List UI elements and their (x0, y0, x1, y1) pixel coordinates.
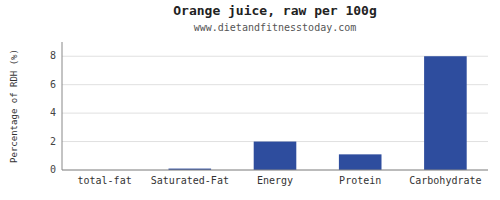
chart-svg: 0 2 4 6 8 total-fat Saturated-Fat Energy Protein… (0, 0, 500, 200)
y-tick-label: 2 (50, 136, 56, 147)
x-tick-label: Saturated-Fat (151, 175, 229, 186)
bar (424, 56, 467, 170)
x-tick-label: total-fat (78, 175, 132, 186)
y-tick-label: 6 (50, 79, 56, 90)
subtitle: www.dietandfitnesstoday.com (194, 22, 357, 33)
y-tick-label: 8 (50, 50, 56, 61)
x-tick-label: Carbohydrate (409, 175, 481, 186)
y-axis-line (62, 42, 63, 170)
grid-line (62, 170, 488, 171)
y-tick-label: 0 (50, 164, 56, 175)
x-tick-label: Energy (257, 175, 293, 186)
y-axis-label: Percentage of RDH (%) (9, 49, 19, 163)
y-tick-label: 4 (50, 107, 56, 118)
x-axis-line (62, 170, 488, 171)
bars (169, 56, 467, 170)
bar (254, 142, 297, 170)
chart-container: 0 2 4 6 8 total-fat Saturated-Fat Energy Protein… (0, 0, 500, 200)
x-tick-label: Protein (339, 175, 381, 186)
grid (62, 56, 488, 170)
title: Orange juice, raw per 100g (173, 3, 377, 18)
bar (339, 154, 382, 170)
